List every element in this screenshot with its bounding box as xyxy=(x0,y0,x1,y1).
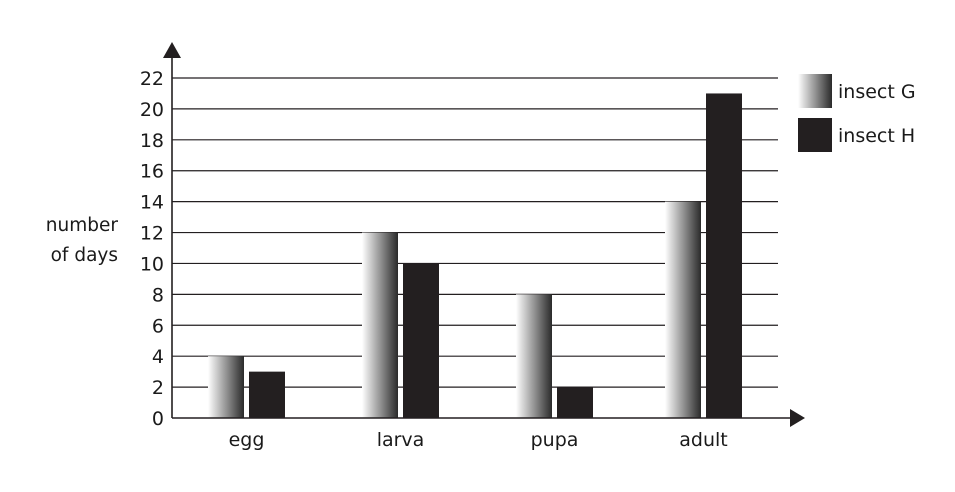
y-tick-label: 14 xyxy=(140,192,164,214)
legend-label: insect H xyxy=(838,125,915,147)
y-tick-labels: 0 2 4 6 8 10 12 14 16 18 20 22 xyxy=(140,68,164,430)
bars xyxy=(208,93,742,419)
y-tick-label: 0 xyxy=(152,408,164,430)
axes xyxy=(163,42,805,427)
y-axis-label: number of days xyxy=(30,211,118,271)
x-axis-arrow xyxy=(790,409,805,427)
y-tick-label: 2 xyxy=(152,377,164,399)
y-tick-label: 18 xyxy=(140,130,164,152)
legend-label: insect G xyxy=(838,81,916,103)
x-category-label: larva xyxy=(377,429,425,451)
bar-pupa-insect-G xyxy=(516,294,552,418)
legend-swatch xyxy=(798,118,832,152)
y-tick-label: 8 xyxy=(152,284,164,306)
y-tick-label: 4 xyxy=(152,346,164,368)
category-labels: egg larva pupa adult xyxy=(229,429,728,451)
x-category-label: egg xyxy=(229,429,265,451)
bar-adult-insect-G xyxy=(665,201,701,418)
legend-swatch xyxy=(798,74,832,108)
bar-larva-insect-H xyxy=(403,263,439,418)
legend: insect G insect H xyxy=(798,74,916,152)
y-tick-label: 6 xyxy=(152,315,164,337)
y-tick-label: 10 xyxy=(140,253,164,275)
x-category-label: pupa xyxy=(531,429,579,451)
bar-pupa-insect-H xyxy=(557,387,593,418)
y-tick-label: 16 xyxy=(140,161,164,183)
y-axis-label-line-2: of days xyxy=(50,245,118,266)
y-tick-label: 12 xyxy=(140,223,164,245)
bar-adult-insect-H xyxy=(706,93,742,419)
x-category-label: adult xyxy=(679,429,727,451)
bar-egg-insect-G xyxy=(208,356,244,418)
y-axis-label-line-1: number xyxy=(45,215,118,236)
y-axis-arrow xyxy=(163,42,181,58)
bar-larva-insect-G xyxy=(362,232,398,418)
y-tick-label: 20 xyxy=(140,99,164,121)
bar-egg-insect-H xyxy=(249,371,285,418)
y-tick-label: 22 xyxy=(140,68,164,90)
